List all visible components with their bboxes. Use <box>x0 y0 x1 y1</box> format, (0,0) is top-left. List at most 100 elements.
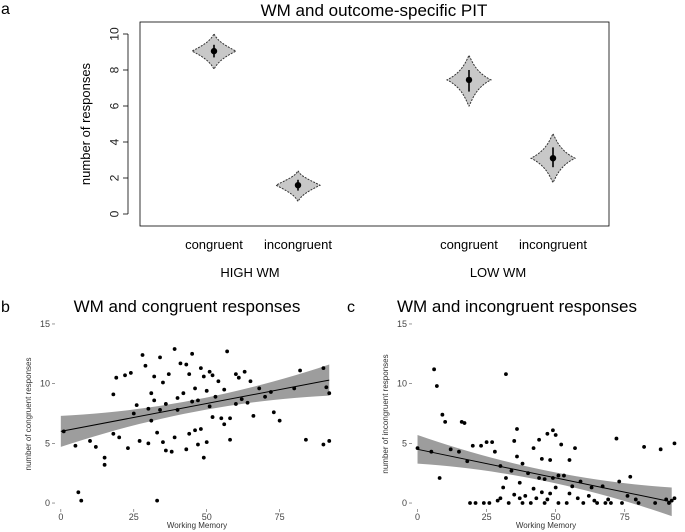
panel-b-point <box>117 435 122 440</box>
panel-c-fit-line <box>417 448 672 503</box>
panel-c-point <box>553 433 558 437</box>
panel-b-point <box>184 362 189 367</box>
panel-c-points <box>415 367 677 505</box>
panel-c-point <box>501 485 506 490</box>
panel-a-plot-frame <box>139 21 610 227</box>
panel-c-point <box>667 501 671 505</box>
panel-b-point <box>79 498 84 503</box>
panel-c-letter: c <box>347 299 355 316</box>
panel-b-point <box>233 372 238 377</box>
panel-b-point <box>233 402 238 406</box>
panel-a-cat-low-incongruent: incongruent <box>519 237 587 252</box>
panel-c-point <box>504 372 508 377</box>
panel-b-point <box>327 439 332 443</box>
panel-c-point <box>551 428 555 433</box>
panel-b-point <box>198 427 203 431</box>
panel-b-point <box>140 353 145 357</box>
panel-b-point <box>321 442 326 447</box>
panel-c-point <box>506 501 511 505</box>
panel-b-point <box>198 366 203 371</box>
panel-c-point <box>672 441 677 446</box>
panel-b-point <box>161 440 165 445</box>
panel-b-x-tick-label: 75 <box>275 512 285 522</box>
panel-c-point <box>490 440 495 445</box>
panel-b-point <box>175 408 180 412</box>
panel-b-x-label: Working Memory <box>167 521 227 530</box>
panel-b-point <box>216 379 221 384</box>
violin-mean-point <box>294 182 302 189</box>
panel-b-point <box>271 410 276 415</box>
panel-b-point <box>146 441 151 446</box>
panel-c-point <box>473 501 478 505</box>
panel-c-point <box>484 440 489 445</box>
panel-c-point <box>542 501 547 505</box>
panel-c-point <box>559 442 564 447</box>
panel-c-confidence-band <box>417 434 672 517</box>
panel-b-fit-line <box>60 379 330 432</box>
panel-b-point <box>321 366 326 371</box>
panel-c-point <box>664 497 669 502</box>
panel-b-point <box>207 404 212 409</box>
panel-c-point <box>520 461 525 466</box>
panel-b-point <box>163 448 168 453</box>
panel-c-point <box>498 496 503 501</box>
panel-a-y-tick-label: 4 <box>108 138 122 145</box>
panel-b-point <box>158 408 162 412</box>
panel-b-point <box>146 406 151 411</box>
panel-c-point <box>589 485 594 490</box>
panel-c-point <box>539 490 544 495</box>
panel-a-cat-high-congruent: congruent <box>185 237 243 252</box>
panel-b-point <box>207 369 212 374</box>
panel-c-point <box>600 484 605 489</box>
panel-b-point <box>102 455 107 460</box>
panel-c-point <box>617 479 622 484</box>
panel-c-point <box>620 501 624 505</box>
panel-c-point <box>504 476 508 480</box>
panel-c-point <box>578 479 583 484</box>
panel-b-point <box>152 374 157 379</box>
panel-b-point <box>155 498 160 503</box>
panel-b-point <box>196 398 200 403</box>
panel-c-point <box>534 496 539 501</box>
panel-c-point <box>556 501 561 505</box>
panel-b-point <box>263 394 267 399</box>
panel-b-point <box>126 446 130 451</box>
panel-b-point <box>181 391 186 396</box>
panel-c-point <box>512 492 517 497</box>
panel-c-point <box>542 477 547 482</box>
panel-b-point <box>187 372 192 377</box>
panel-b-x-tick-label: 50 <box>202 512 212 522</box>
panel-c-point <box>606 497 611 502</box>
panel-b-y-label: number of congruent responses <box>24 358 33 471</box>
panel-c-point <box>487 501 492 505</box>
panel-c-point <box>592 498 597 503</box>
panel-b-point <box>149 418 154 423</box>
panel-c-point <box>479 443 483 448</box>
panel-a-group-low-wm: LOW WM <box>470 265 526 280</box>
panel-c-point <box>545 497 550 502</box>
panel-b-point <box>93 445 98 449</box>
panel-b-point <box>184 447 189 452</box>
panel-a-violins <box>190 33 577 203</box>
panel-b-point <box>201 455 206 460</box>
panel-c-point <box>523 493 528 498</box>
panel-b-point <box>228 437 232 442</box>
panel-c-point <box>567 458 572 462</box>
panel-c-point <box>512 439 517 443</box>
panel-c-point <box>653 501 658 505</box>
panel-b-point <box>239 397 244 402</box>
panel-c-y-tick-label: 5 <box>402 438 407 448</box>
panel-b-point <box>213 394 218 399</box>
panel-c-point <box>462 421 467 425</box>
panel-c-point <box>520 501 525 505</box>
panel-c-point <box>553 485 558 490</box>
panel-b-point <box>134 403 139 408</box>
panel-c-x-tick-label: 75 <box>620 512 630 522</box>
panel-b-point <box>251 413 256 418</box>
panel-b-point <box>178 361 183 366</box>
panel-c-point <box>603 501 608 505</box>
panel-b-point <box>61 429 66 434</box>
panel-a: a WM and outcome-specific PIT 0 2 4 6 8 10 nu… <box>1 1 610 280</box>
panel-c-point <box>517 480 522 485</box>
panel-a-y-tick-label: 8 <box>108 66 122 73</box>
